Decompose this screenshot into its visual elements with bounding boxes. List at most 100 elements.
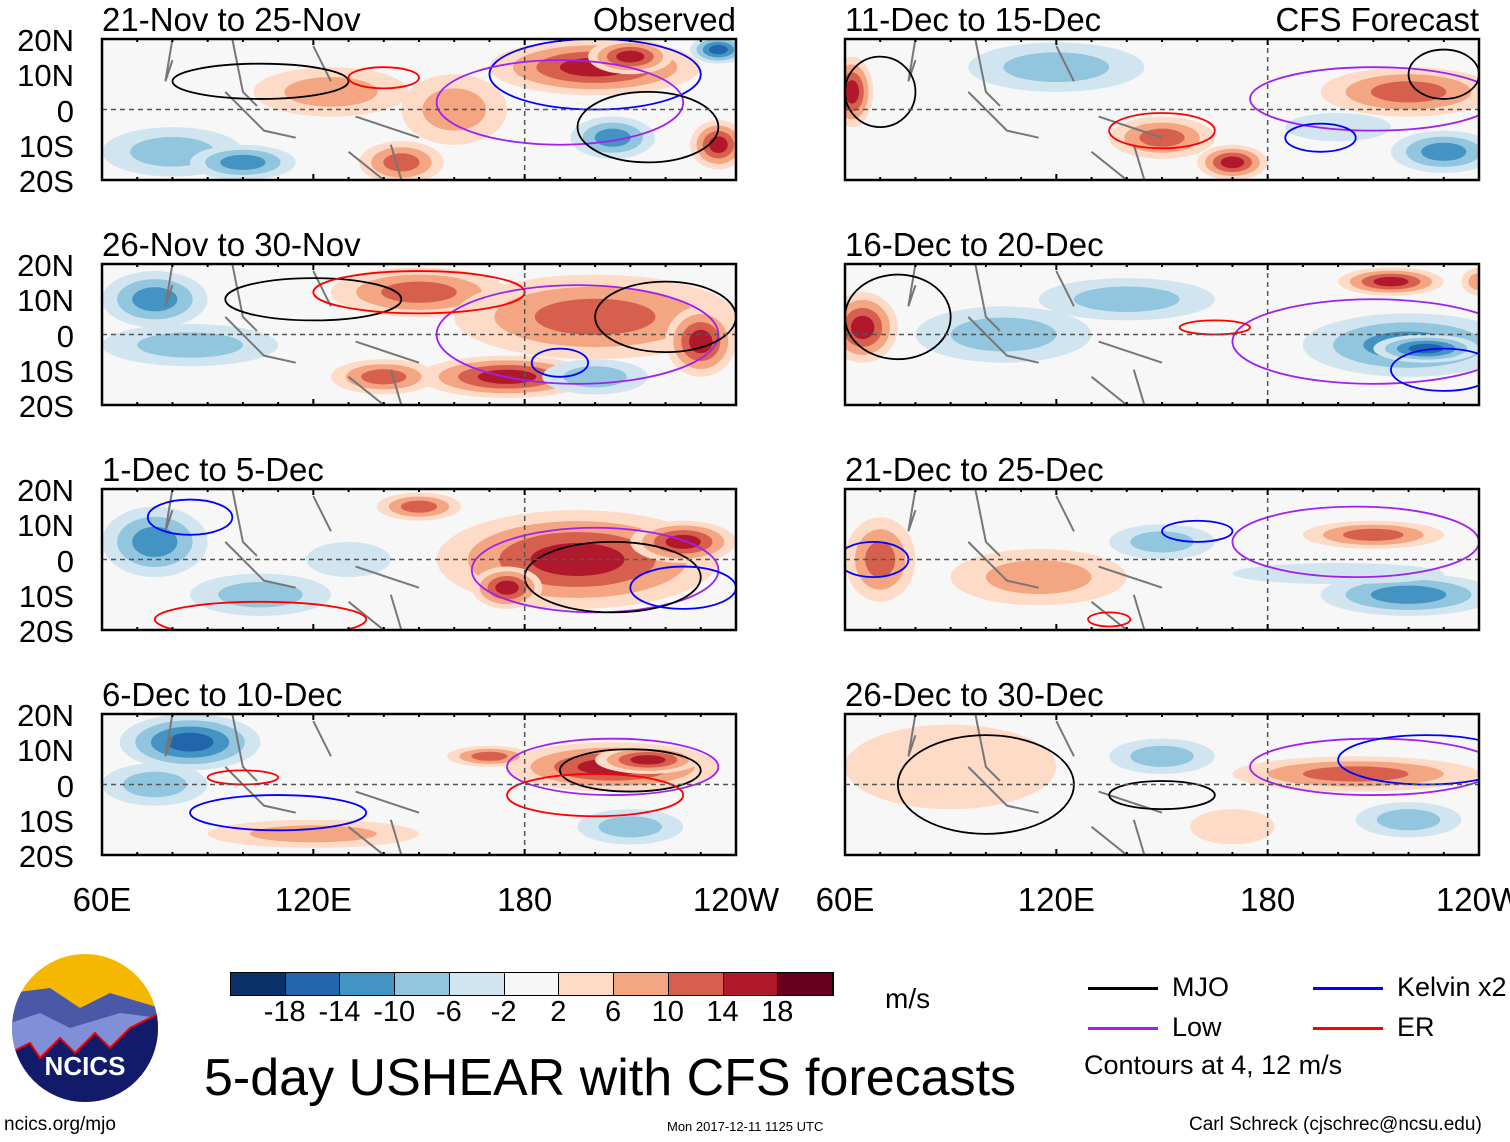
shear-anomaly-blob (1130, 745, 1194, 767)
shear-anomaly-blob (598, 816, 663, 838)
coastline (907, 264, 1163, 405)
coastline (907, 714, 1163, 855)
shear-anomaly-blob (850, 315, 875, 340)
shear-anomaly-blob (865, 541, 896, 578)
forecast-label: CFS Forecast (1275, 1, 1479, 38)
wave-contour (1108, 112, 1216, 150)
lat-label: 10N (17, 733, 74, 769)
shear-anomaly-blob (123, 771, 187, 798)
wave-contour (576, 90, 720, 164)
map-panel (100, 262, 738, 407)
panel-title: 21-Nov to 25-Nov (102, 1, 361, 38)
shear-anomaly-blob (1468, 273, 1479, 291)
map-panel (843, 487, 1481, 632)
shear-anomaly-blob (1370, 81, 1447, 103)
legend-label: ER (1397, 1012, 1435, 1042)
coastline (164, 714, 420, 855)
coastline (907, 489, 1163, 630)
shear-anomaly-blob (1003, 52, 1110, 83)
shear-anomaly-blob (471, 751, 508, 761)
lat-label: 20N (17, 698, 74, 733)
wave-contour (1108, 780, 1216, 811)
shear-anomaly-blob (132, 526, 178, 557)
lat-label: 20N (17, 473, 74, 508)
colorbar-label: -14 (318, 996, 361, 1028)
wave-contour (1249, 66, 1479, 132)
shear-anomaly-blob (220, 154, 266, 170)
panel-title: 26-Nov to 30-Nov (102, 226, 361, 263)
colorbar-label: 18 (761, 996, 794, 1028)
map-panel (843, 37, 1481, 182)
lon-label: 120W (692, 881, 780, 918)
lat-label: 0 (56, 768, 74, 804)
shear-anomaly-blob (1130, 531, 1194, 553)
colorbar (230, 972, 834, 996)
panel-title: 1-Dec to 5-Dec (102, 451, 324, 488)
colorbar-swatch (231, 973, 286, 995)
wave-contour (523, 540, 702, 614)
colorbar-swatch (285, 973, 341, 995)
lon-label: 120W (1435, 881, 1510, 918)
lat-label: 10N (17, 58, 74, 94)
lat-label: 20S (18, 614, 74, 649)
footer-timestamp: Mon 2017-12-11 1125 UTC (667, 1119, 824, 1134)
colorbar-swatch (395, 973, 450, 995)
shear-anomaly-blob (137, 332, 243, 358)
shear-anomaly-blob (1190, 809, 1275, 845)
wave-contour (530, 347, 589, 378)
lon-label: 120E (274, 881, 352, 918)
colorbar-label: 6 (605, 996, 622, 1028)
lat-label: 10S (18, 353, 74, 389)
wave-contour (506, 737, 720, 796)
panel-title: 6-Dec to 10-Dec (102, 676, 343, 713)
footer-credit: Carl Schreck (cjschrec@ncsu.edu) (1189, 1114, 1482, 1135)
lat-label: 20S (18, 839, 74, 874)
colorbar-swatch (340, 973, 396, 995)
shear-anomaly-blob (361, 369, 407, 385)
wave-contour (1231, 298, 1479, 385)
shear-anomaly-blob (708, 136, 728, 153)
colorbar-swatch (559, 973, 615, 995)
map-panel (100, 712, 738, 857)
lat-label: 10N (17, 283, 74, 319)
wave-contour (224, 277, 403, 322)
lat-label: 10S (18, 128, 74, 164)
shear-anomaly-blob (1220, 156, 1245, 169)
lat-label: 20N (17, 23, 74, 58)
shear-anomaly-blob (495, 580, 519, 595)
shear-anomaly-blob (845, 80, 860, 104)
colorbar-swatch (449, 973, 505, 995)
logo-text: NCICS (45, 1051, 126, 1081)
map-panel (100, 487, 738, 632)
shear-anomaly-blob (1343, 528, 1404, 541)
lat-label: 0 (56, 318, 74, 354)
wave-contour (206, 769, 280, 786)
lat-label: 0 (56, 543, 74, 579)
lon-label: 120E (1017, 881, 1095, 918)
lat-label: 20N (17, 248, 74, 283)
shear-anomaly-blob (381, 281, 457, 303)
shear-anomaly-blob (1421, 142, 1467, 161)
wave-contour (153, 600, 368, 630)
lat-label: 10S (18, 803, 74, 839)
colorbar-units: m/s (885, 983, 931, 1014)
lon-label: 180 (497, 881, 553, 918)
shear-anomaly-blob (630, 755, 666, 765)
footer-left[interactable]: ncics.org/mjo (4, 1114, 116, 1135)
shear-anomaly-blob (985, 560, 1092, 595)
colorbar-swatch (668, 973, 724, 995)
legend-line-kelvin-x2 (1313, 987, 1383, 990)
coastline (907, 39, 1163, 180)
wave-contour (1284, 122, 1357, 153)
ncics-logo: NCICS (12, 954, 158, 1102)
wave-contour (189, 794, 368, 832)
panel-title: 16-Dec to 20-Dec (845, 226, 1104, 263)
colorbar-label: 2 (550, 996, 567, 1028)
colorbar-label: -6 (436, 996, 462, 1028)
shear-anomaly-blob (845, 724, 1057, 810)
colorbar-label: 10 (651, 996, 684, 1028)
lon-label: 180 (1240, 881, 1296, 918)
shear-anomaly-blob (1373, 276, 1409, 287)
wave-contour (1231, 505, 1479, 579)
legend-label: Kelvin x2 (1397, 972, 1507, 1002)
